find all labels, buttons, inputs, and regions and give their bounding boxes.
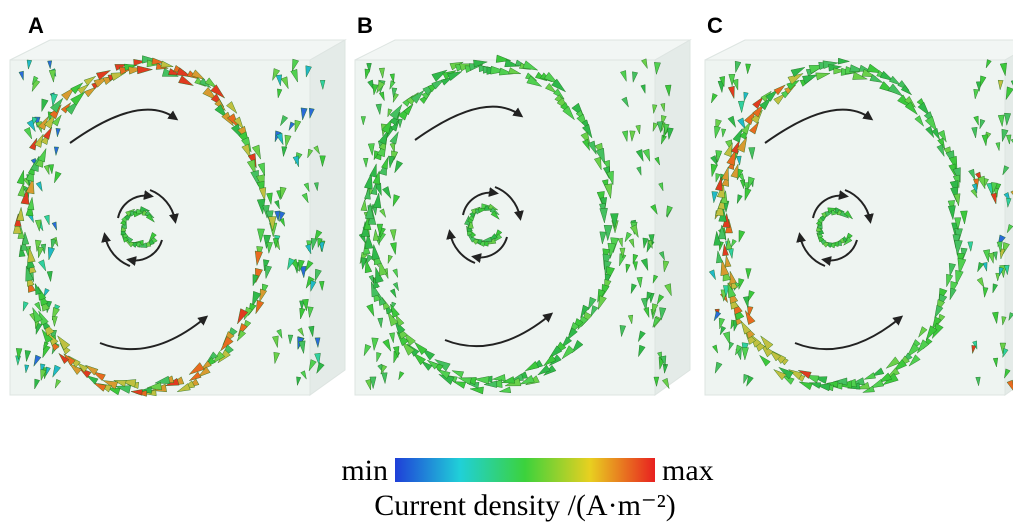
- page: A B C min max Current density /(A·m⁻²) (…: [0, 0, 1013, 527]
- panel-label: B: [357, 13, 373, 38]
- slab-top: [355, 40, 690, 60]
- panel-label: C: [707, 13, 723, 38]
- slab-side: [655, 40, 690, 395]
- panel: [10, 40, 345, 396]
- colorbar: [395, 458, 655, 482]
- panel: [705, 40, 1013, 395]
- colorbar-title: Current density /(A·m⁻²): [374, 489, 675, 522]
- colorbar-min: min: [341, 454, 388, 487]
- panel: [355, 40, 690, 395]
- slab-top: [10, 40, 345, 60]
- figure: A B C min max Current density /(A·m⁻²): [0, 0, 1013, 527]
- panel-label: A: [28, 13, 44, 38]
- panels: [10, 40, 1013, 396]
- slab-side: [310, 40, 345, 395]
- colorbar-max: max: [662, 454, 714, 487]
- slab-top: [705, 40, 1013, 60]
